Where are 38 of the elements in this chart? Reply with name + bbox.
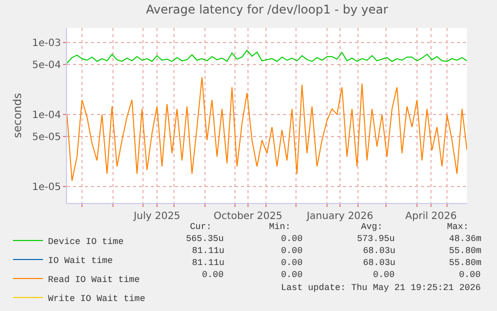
y-tick-label: 1e-05 (32, 182, 61, 194)
text: 0.00 (202, 270, 224, 280)
x-tick-label: April 2026 (405, 211, 457, 222)
text: 0.00 (281, 234, 303, 244)
text: 55.80m (449, 246, 482, 256)
legend-label: Write IO Wait time (48, 294, 146, 304)
text: 68.03u (363, 258, 396, 268)
y-tick-label: 1e-03 (32, 38, 61, 50)
text: Cur: (190, 222, 212, 232)
text: 0.00 (459, 270, 481, 280)
text: 48.36m (449, 234, 482, 244)
x-tick-label: January 2026 (306, 211, 374, 222)
text: Max: (447, 222, 469, 232)
text: Last update: Thu May 21 19:25:21 2026 (281, 283, 481, 293)
text: 81.11u (192, 258, 224, 268)
text: 55.80m (449, 258, 482, 268)
legend-label: Read IO Wait time (48, 275, 140, 286)
line-series (67, 50, 467, 64)
text: 68.03u (363, 246, 396, 256)
y-axis-title: seconds (10, 92, 24, 138)
text: 573.95u (357, 234, 395, 244)
text: 0.00 (281, 246, 303, 256)
line-series (67, 76, 467, 182)
y-tick-label: 5e-04 (32, 60, 61, 71)
text: 0.00 (281, 270, 303, 280)
legend-label: Device IO time (48, 237, 124, 248)
text: Avg: (361, 222, 383, 232)
text: 0.00 (281, 258, 303, 268)
y-tick-label: 1e-04 (32, 110, 61, 122)
chart-title: Average latency for /dev/loop1 - by year (146, 2, 388, 16)
text: 565.35u (186, 234, 224, 244)
x-tick-label: October 2025 (214, 211, 282, 222)
x-tick-label: July 2025 (132, 211, 180, 222)
text: Min: (269, 222, 291, 232)
text: 81.11u (192, 246, 224, 256)
text: 0.00 (373, 270, 395, 280)
legend-label: IO Wait time (48, 256, 113, 266)
y-tick-label: 5e-05 (32, 132, 61, 143)
